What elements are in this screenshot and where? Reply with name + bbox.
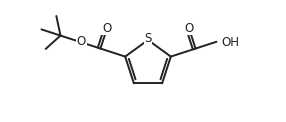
Text: O: O [185, 21, 194, 35]
Text: O: O [77, 35, 86, 48]
Text: OH: OH [221, 36, 239, 49]
Text: S: S [144, 32, 152, 46]
Text: O: O [102, 21, 111, 35]
